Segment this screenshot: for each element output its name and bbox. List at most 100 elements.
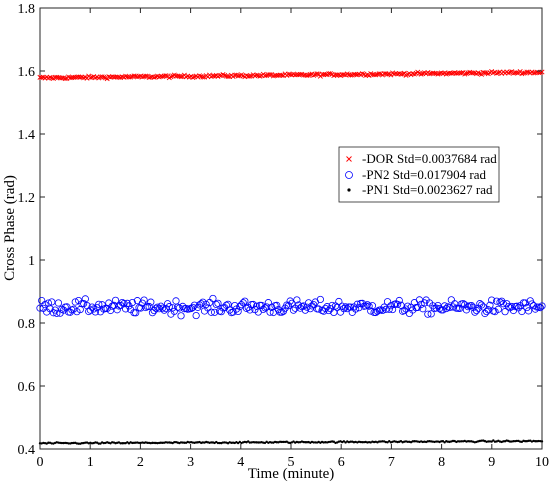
y-tick-label: 1.6 <box>18 65 36 80</box>
data-point <box>487 440 490 443</box>
data-point <box>151 441 154 445</box>
legend-item-dor: -DOR Std=0.0037684 rad <box>346 151 497 166</box>
data-point <box>131 73 137 79</box>
data-point <box>209 294 217 303</box>
data-point <box>207 308 215 316</box>
y-tick-label: 0.6 <box>18 380 36 395</box>
data-point <box>81 295 89 303</box>
data-point <box>242 304 251 312</box>
data-point <box>340 305 348 313</box>
data-point <box>137 304 145 312</box>
data-point <box>142 303 150 312</box>
data-point <box>507 69 513 75</box>
data-point <box>222 301 230 309</box>
data-point <box>467 301 476 310</box>
data-point <box>128 298 136 307</box>
y-tick-label: 1 <box>28 254 35 269</box>
data-point <box>111 296 120 304</box>
data-point <box>123 299 131 307</box>
data-point <box>48 298 56 306</box>
data-point <box>463 70 469 77</box>
data-point <box>439 306 447 314</box>
data-point <box>254 72 260 78</box>
data-point <box>160 306 168 314</box>
data-point <box>424 310 432 318</box>
data-point <box>47 441 50 444</box>
data-point <box>95 300 103 308</box>
data-point <box>289 306 298 314</box>
data-point <box>192 311 200 320</box>
x-tick-label: 6 <box>338 455 345 470</box>
data-point <box>62 76 68 82</box>
data-point <box>212 300 220 309</box>
data-point <box>368 302 377 310</box>
legend-marker-pn1 <box>347 188 351 192</box>
data-point <box>538 302 546 310</box>
data-point <box>508 440 512 443</box>
data-point <box>279 72 285 78</box>
data-point <box>159 441 163 444</box>
data-point <box>508 302 516 311</box>
data-point <box>137 441 141 445</box>
data-point <box>442 304 450 313</box>
data-point <box>197 300 205 308</box>
data-point <box>249 300 257 309</box>
data-point <box>335 297 343 306</box>
data-point <box>88 303 96 311</box>
data-point <box>376 71 382 77</box>
data-point <box>293 296 301 304</box>
data-point <box>378 306 387 315</box>
data-point <box>158 304 167 312</box>
x-tick-label: 0 <box>37 455 44 470</box>
x-tick-label: 10 <box>535 455 549 470</box>
data-point <box>493 297 501 305</box>
data-point <box>427 310 435 318</box>
data-point <box>325 306 333 315</box>
legend-item-pn1: -PN1 Std=0.0023627 rad <box>347 182 493 197</box>
x-tick-label: 8 <box>438 455 445 470</box>
data-point <box>239 299 247 307</box>
x-tick-label: 2 <box>137 455 144 470</box>
data-point <box>512 440 515 443</box>
data-point <box>361 440 364 444</box>
x-tick-label: 9 <box>488 455 495 470</box>
data-point <box>151 74 157 80</box>
data-point <box>328 301 336 310</box>
data-point <box>36 304 44 312</box>
data-point <box>286 297 294 305</box>
tick-labels: 0 1 2 3 4 5 6 7 8 9 10 0.4 0.6 0.8 1 1.2 1.4 1.6 1.8 <box>18 2 550 470</box>
data-point <box>99 74 105 80</box>
data-point <box>488 296 496 304</box>
data-point <box>477 301 486 309</box>
data-point <box>178 74 184 80</box>
data-point <box>210 441 213 444</box>
data-point <box>120 300 128 308</box>
x-axis-label: Time (minute) <box>248 466 335 482</box>
data-point <box>359 71 365 77</box>
series-0 <box>37 69 545 82</box>
x-tick-label: 5 <box>288 455 295 470</box>
data-point <box>91 308 100 316</box>
data-point <box>312 441 315 444</box>
data-point <box>247 73 253 79</box>
data-point <box>121 442 124 445</box>
data-point <box>263 303 271 311</box>
data-point <box>241 297 249 305</box>
legend-label-pn2: -PN2 Std=0.017904 rad <box>362 167 486 182</box>
data-point <box>280 440 283 444</box>
data-point <box>177 312 185 320</box>
data-point <box>349 440 352 443</box>
data-point <box>494 70 500 76</box>
data-point <box>388 305 397 314</box>
data-point <box>174 303 182 311</box>
data-point <box>119 442 122 445</box>
data-point <box>502 440 505 443</box>
x-tick-label: 1 <box>87 455 94 470</box>
data-point <box>458 70 464 76</box>
data-point <box>183 441 186 444</box>
x-tick-label: 3 <box>187 455 194 470</box>
data-point <box>304 441 307 444</box>
y-tick-label: 0.8 <box>18 317 36 332</box>
legend-marker-pn2 <box>345 171 353 179</box>
